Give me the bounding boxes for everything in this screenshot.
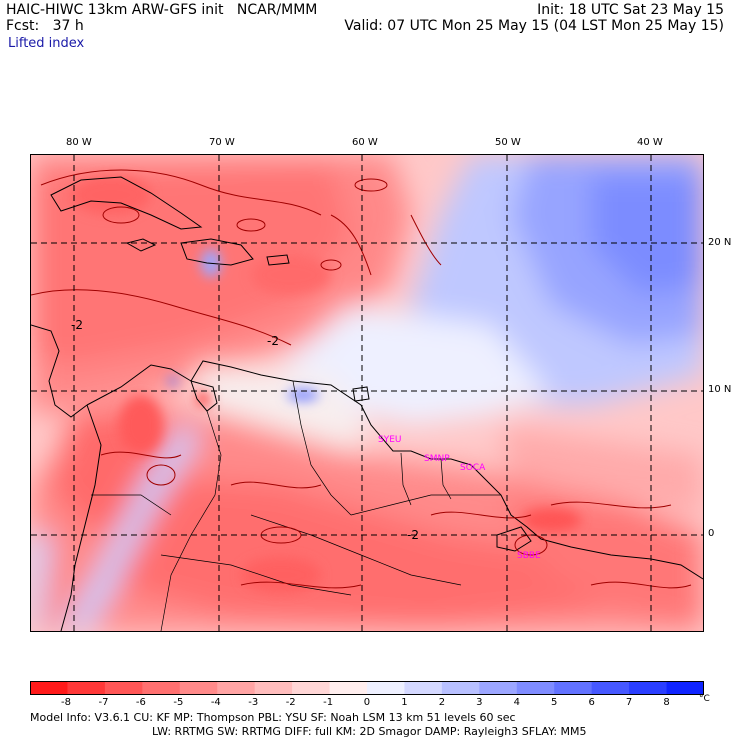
contours	[31, 169, 692, 589]
station-label: SBBE	[517, 551, 541, 561]
colorbar-swatch	[329, 681, 368, 695]
station-label: SYEU	[378, 435, 401, 445]
station-label: SOCA	[460, 463, 486, 473]
colorbar-swatch	[142, 681, 181, 695]
colorbar-swatch	[292, 681, 331, 695]
lon-label: 40 W	[637, 137, 663, 148]
colorbar-swatch	[217, 681, 256, 695]
colorbar-border	[30, 681, 704, 695]
colorbar-tick-label: -8	[61, 697, 72, 708]
colorbar-tick-label: 7	[625, 697, 633, 708]
lon-label: 70 W	[209, 137, 235, 148]
lat-label: 20 N	[708, 237, 732, 248]
colorbar-swatch	[67, 681, 106, 695]
colorbar-tick-label: 3	[476, 697, 483, 708]
init-time: Init: 18 UTC Sat 23 May 15	[537, 2, 724, 18]
colorbar-tick-label: 0	[363, 697, 371, 708]
colorbar-tick-label: -1	[323, 697, 334, 708]
colorbar-tick-label: 2	[438, 697, 446, 708]
colorbar-tick-label: -3	[248, 697, 259, 708]
lat-label: 0	[708, 528, 715, 539]
model-info-line1: Model Info: V3.6.1 CU: KF MP: Thompson P…	[30, 711, 516, 724]
colorbar-swatch	[367, 681, 405, 695]
station-label: SMNP	[424, 454, 450, 464]
model-title: HAIC-HIWC 13km ARW-GFS init NCAR/MMM	[6, 2, 318, 18]
lon-label: 50 W	[495, 137, 521, 148]
colorbar-tick-label: 5	[551, 697, 558, 708]
colorbar-tick-label: 1	[401, 697, 408, 708]
lat-label: 10 N	[708, 384, 732, 395]
colorbar-swatch	[254, 681, 293, 695]
lon-label: 80 W	[66, 137, 92, 148]
colorbar-tick-label: 8	[663, 697, 670, 708]
colorbar-tick-label: -5	[173, 697, 184, 708]
contour-label: -2	[267, 334, 279, 348]
contour-label: -2	[407, 528, 419, 542]
lon-label: 60 W	[352, 137, 378, 148]
colorbar-swatch	[179, 681, 218, 695]
coastlines	[31, 176, 703, 631]
colorbar-swatch	[479, 681, 518, 695]
colorbar-tick-label: -7	[98, 697, 109, 708]
latlon-grid	[31, 155, 703, 631]
colorbar-tick-label: 4	[513, 697, 520, 708]
colorbar-tick-label: -4	[210, 697, 221, 708]
lifted-index-map: -2 -2 -2 SYEU SMNP SOCA SBBE	[30, 154, 704, 632]
lifted-index-field	[31, 155, 703, 631]
model-info-line2: LW: RRTMG SW: RRTMG DIFF: full KM: 2D Sm…	[152, 725, 587, 738]
valid-time: Valid: 07 UTC Mon 25 May 15 (04 LST Mon …	[344, 18, 724, 34]
colorbar-unit: °C	[699, 694, 710, 704]
colorbar-swatch	[104, 681, 143, 695]
field-details	[71, 175, 581, 593]
colorbar-tick-label: -6	[135, 697, 146, 708]
colorbar	[30, 681, 704, 695]
contour-label: -2	[71, 318, 83, 332]
colorbar-swatch	[516, 681, 555, 695]
colorbar-tick-label: 6	[588, 697, 595, 708]
colorbar-tick-label: -2	[285, 697, 296, 708]
colorbar-swatch	[629, 681, 668, 695]
field-name: Lifted index	[8, 36, 85, 51]
colorbar-swatch	[404, 681, 443, 695]
map-canvas: -2 -2 -2 SYEU SMNP SOCA SBBE	[31, 155, 703, 631]
colorbar-swatch	[666, 681, 704, 695]
forecast-hour: Fcst: 37 h	[6, 18, 84, 34]
colorbar-swatch	[30, 681, 68, 695]
colorbar-swatch	[441, 681, 480, 695]
colorbar-swatch	[591, 681, 630, 695]
colorbar-swatch	[554, 681, 593, 695]
